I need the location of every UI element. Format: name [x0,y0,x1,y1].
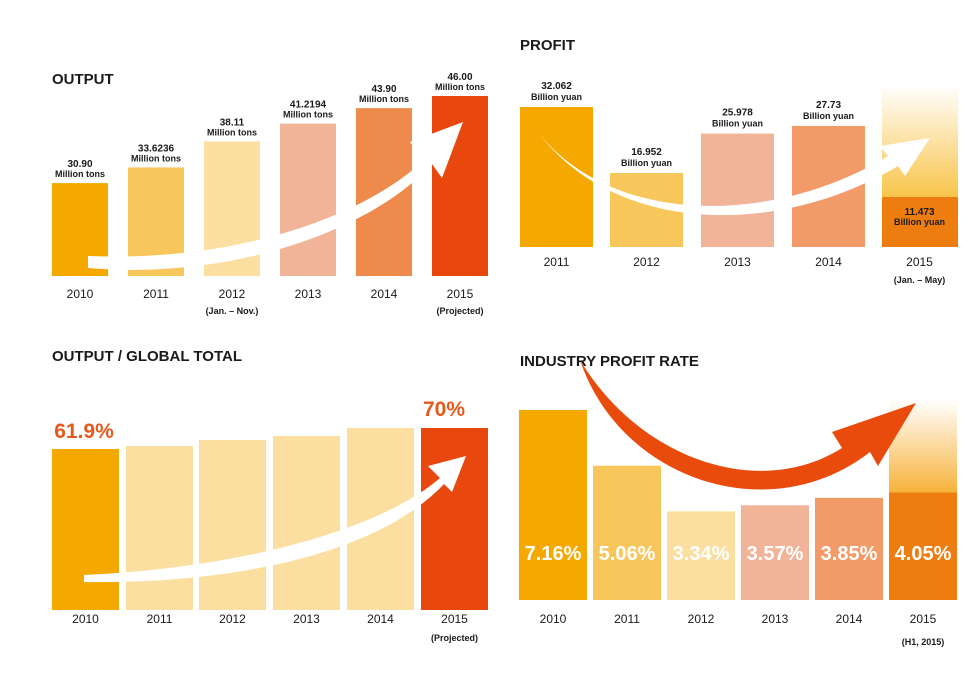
global-share-year-label: 2011 [147,612,173,626]
profit-rate-value-label: 7.16% [525,543,582,565]
output-value-label: 30.90 [67,159,92,170]
output-unit-label: Million tons [131,153,181,163]
profit-rate-year-label: 2012 [688,612,715,626]
profit-unit-label: Billion yuan [712,119,763,129]
global-share-year-label: 2010 [72,612,99,626]
profit-rate-year-label: 2014 [836,612,863,626]
profit-rate-year-note: (H1, 2015) [902,637,945,647]
profit-unit-label: Billion yuan [621,158,672,168]
profit-rate-year-label: 2011 [614,612,640,626]
profit-year-label: 2011 [544,255,570,269]
profit-bar [520,107,593,247]
output-value-label: 33.6236 [138,143,175,154]
profit-value-label: 16.952 [631,147,662,158]
profit-value-label: 32.062 [541,81,572,92]
profit-rate-bar [741,505,809,600]
profit-year-label: 2013 [724,255,751,269]
global-share-year-note: (Projected) [431,633,478,643]
profit-rate-value-label: 4.05% [895,543,952,565]
profit-year-note: (Jan. – May) [894,275,946,285]
output-bar [280,123,336,276]
output-value-label: 41.2194 [290,100,327,111]
output-year-label: 2010 [67,287,94,301]
output-value-label: 38.11 [220,118,245,129]
output-title: OUTPUT [52,71,114,88]
profit-trend-arrow [540,135,930,216]
global-share-bar [126,446,193,610]
output-unit-label: Million tons [435,82,485,92]
profit-rate-value-label: 5.06% [599,543,656,565]
global-share-year-label: 2013 [293,612,320,626]
profit-rate-year-label: 2013 [762,612,789,626]
profit-rate-bar [667,511,735,600]
output-unit-label: Million tons [359,94,409,104]
output-year-label: 2014 [371,287,398,301]
profit-rate-year-label: 2015 [910,612,937,626]
profit-unit-label: Billion yuan [531,92,582,102]
output-value-label: 43.90 [371,84,396,95]
profit-rate-bar [815,497,883,600]
profit-unit-label: Billion yuan [803,111,854,121]
profit-rate-bar [519,410,587,600]
profit-value-label: 27.73 [816,100,841,111]
profit-rate-trend-arrow [580,360,916,490]
output-year-label: 2013 [295,287,322,301]
profit-value-label: 11.473 [904,207,934,218]
output-year-label: 2011 [143,287,169,301]
global-share-bar [52,449,119,610]
global-share-value-label: 61.9% [54,420,114,443]
output-unit-label: Million tons [55,169,105,179]
output-unit-label: Million tons [207,128,257,138]
output-unit-label: Million tons [283,110,333,120]
profit-bar [701,133,774,247]
output-bar [432,96,488,276]
output-year-note: (Projected) [436,306,483,316]
global-share-year-label: 2015 [441,612,468,626]
output-trend-arrow [88,122,463,270]
profit-year-label: 2012 [633,255,660,269]
profit-year-label: 2015 [906,255,933,269]
global-share-year-label: 2014 [367,612,394,626]
profit-rate-bar [889,492,957,600]
global-share-year-label: 2012 [219,612,246,626]
global-share-bar [199,440,266,610]
profit-year-label: 2014 [815,255,842,269]
profit-value-label: 25.978 [722,108,753,119]
global-share-title: OUTPUT / GLOBAL TOTAL [52,348,242,365]
global-share-value-label: 70% [423,398,465,421]
output-year-label: 2015 [447,287,474,301]
global-share-bar [273,436,340,610]
profit-bar [882,196,958,247]
profit-rate-bar [593,465,661,600]
profit-rate-year-label: 2010 [540,612,567,626]
profit-unit-label: Billion yuan [894,217,945,227]
output-year-label: 2012 [219,287,246,301]
profit-rate-value-label: 3.85% [821,543,878,565]
profit-rate-title: INDUSTRY PROFIT RATE [520,353,699,370]
global-share-bar [421,428,488,610]
profit-rate-value-label: 3.34% [673,543,730,565]
profit-rate-value-label: 3.57% [747,543,804,565]
output-year-note: (Jan. – Nov.) [206,306,259,316]
profit-title: PROFIT [520,37,575,54]
global-share-trend-arrow [84,456,466,583]
output-value-label: 46.00 [447,72,472,83]
